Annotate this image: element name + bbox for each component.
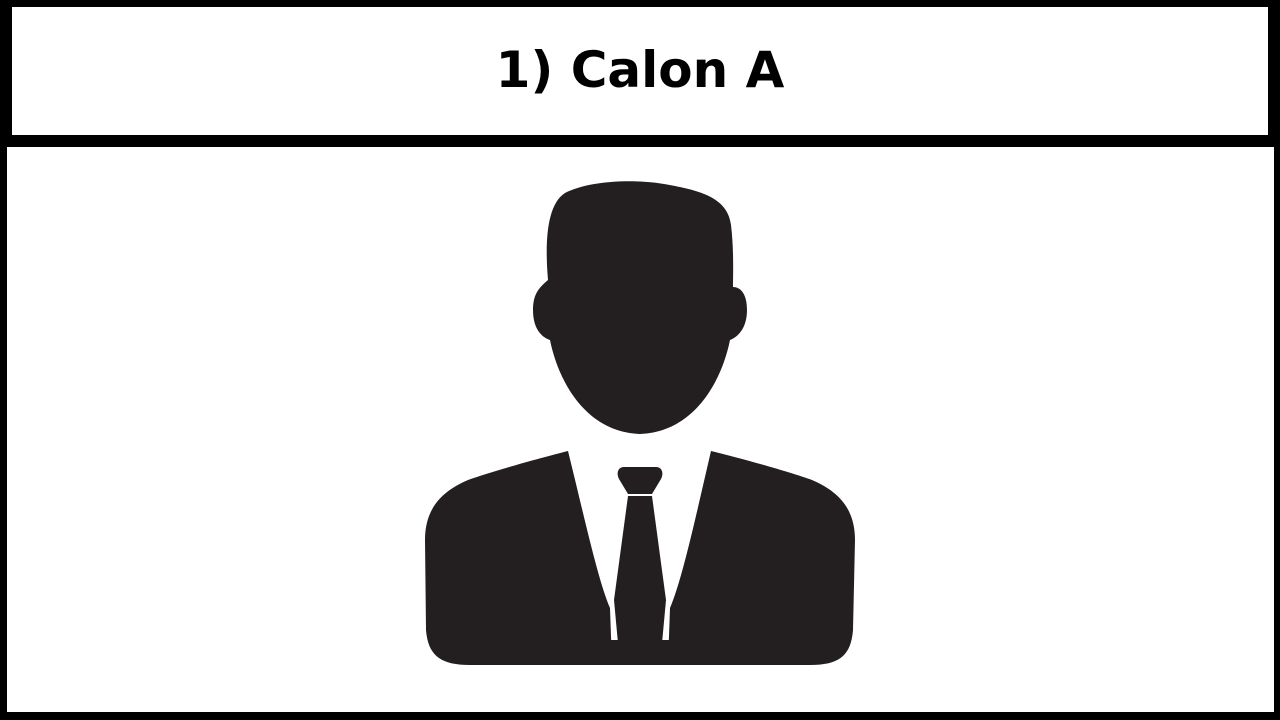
title-panel: 1) Calon A	[12, 7, 1268, 135]
person-silhouette-icon	[425, 181, 855, 665]
image-panel	[7, 147, 1274, 712]
slide-title: 1) Calon A	[495, 41, 785, 99]
